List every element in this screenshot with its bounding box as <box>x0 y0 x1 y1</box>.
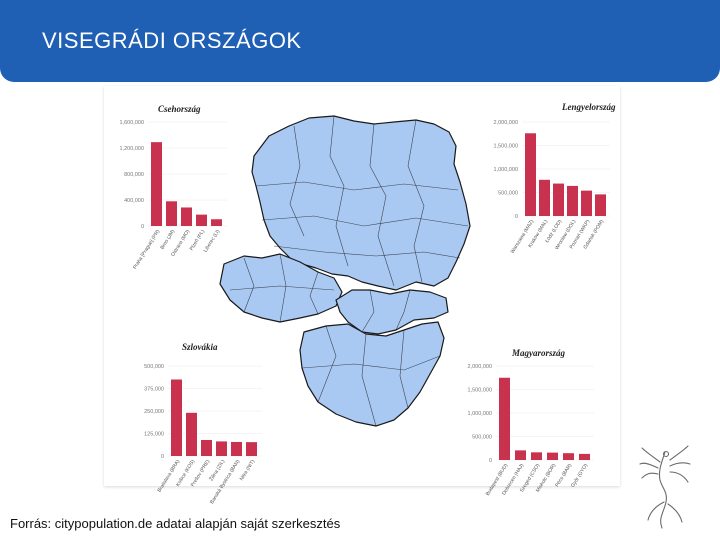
slide-title: VISEGRÁDI ORSZÁGOK <box>42 28 302 53</box>
bar <box>563 453 574 460</box>
bar <box>151 142 162 226</box>
y-tick-label: 125,000 <box>144 432 164 438</box>
bar <box>525 133 536 216</box>
hungary-region <box>299 321 445 427</box>
y-tick-label: 1,200,000 <box>120 146 144 152</box>
bar <box>547 452 558 460</box>
bar <box>211 219 222 226</box>
chart-title: Lengyelország <box>561 102 616 112</box>
bar <box>171 379 182 456</box>
map-panel: Csehország 0 400,000 800,000 1,200,000 1,600,… <box>104 86 620 505</box>
chart-group: Csehország 0 400,000 800,000 1,200,000 1,600,… <box>120 104 227 270</box>
bar <box>553 183 564 216</box>
internal-borders <box>229 115 469 427</box>
chart-szlovakia: Szlovákia 0 125,000 250,000 375,000 500,000 Br… <box>144 342 262 505</box>
bar <box>231 441 242 456</box>
x-tick-label: Nitra (NIT) <box>239 459 257 482</box>
y-tick-label: 800,000 <box>124 172 144 178</box>
bar <box>216 441 227 456</box>
bar <box>186 412 197 456</box>
bar <box>515 450 526 460</box>
y-tick-label: 1,000,000 <box>494 167 518 173</box>
y-tick-label: 2,000,000 <box>468 364 492 370</box>
y-tick-label: 1,500,000 <box>468 388 492 394</box>
chart-magyarorszag: Magyarország 0 500,000 1,000,000 1,500,000 2,… <box>468 348 594 497</box>
chart-group: Lengyelország 0 500,000 1,000,000 1,500,000 2… <box>494 102 616 255</box>
y-tick-label: 1,000,000 <box>468 411 492 417</box>
bar <box>499 377 510 460</box>
chart-group: Szlovákia 0 125,000 250,000 375,000 500,000 Br… <box>144 342 262 505</box>
y-tick-label: 0 <box>515 214 518 220</box>
chart-lengyelorszag: Lengyelország 0 500,000 1,000,000 1,500,000 2… <box>494 102 616 255</box>
chart-title: Magyarország <box>511 348 566 358</box>
bar <box>531 452 542 460</box>
slide-header: VISEGRÁDI ORSZÁGOK <box>0 0 720 82</box>
phoenix-logo <box>639 445 691 529</box>
bar <box>539 179 550 216</box>
x-tick-label: Bratislava (BRA) <box>157 459 182 494</box>
poland-region <box>251 115 471 291</box>
bar <box>579 453 590 460</box>
y-tick-label: 375,000 <box>144 387 164 393</box>
y-tick-label: 0 <box>489 458 492 464</box>
chart-title: Szlovákia <box>182 342 218 352</box>
map-regions <box>219 115 471 427</box>
bar <box>166 201 177 226</box>
y-tick-label: 1,600,000 <box>120 120 144 126</box>
y-tick-label: 250,000 <box>144 409 164 415</box>
bar <box>201 439 212 456</box>
y-tick-label: 1,500,000 <box>494 144 518 150</box>
bar <box>595 194 606 216</box>
bar <box>196 214 207 226</box>
slovakia-region <box>335 289 449 335</box>
chart-title: Csehország <box>158 104 201 114</box>
y-tick-label: 500,000 <box>472 435 492 441</box>
y-tick-label: 500,000 <box>144 364 164 370</box>
chart-csehorszag: Csehország 0 400,000 800,000 1,200,000 1,600,… <box>120 104 227 270</box>
visegrad-map <box>219 115 471 427</box>
bar <box>567 185 578 216</box>
czechia-region <box>219 253 343 323</box>
chart-group: Magyarország 0 500,000 1,000,000 1,500,000 2,… <box>468 348 594 497</box>
y-tick-label: 400,000 <box>124 198 144 204</box>
x-tick-label: Praha [Prague] (PR) <box>132 229 161 271</box>
y-tick-label: 500,000 <box>498 191 518 197</box>
y-tick-label: 0 <box>161 454 164 460</box>
bar <box>181 207 192 226</box>
bar <box>246 442 257 456</box>
y-tick-label: 0 <box>141 224 144 230</box>
source-note: Forrás: citypopulation.de adatai alapján… <box>10 516 341 531</box>
y-tick-label: 2,000,000 <box>494 120 518 126</box>
bar <box>581 190 592 216</box>
x-tick-label: Banská Bystrica (BAN) <box>209 459 241 506</box>
